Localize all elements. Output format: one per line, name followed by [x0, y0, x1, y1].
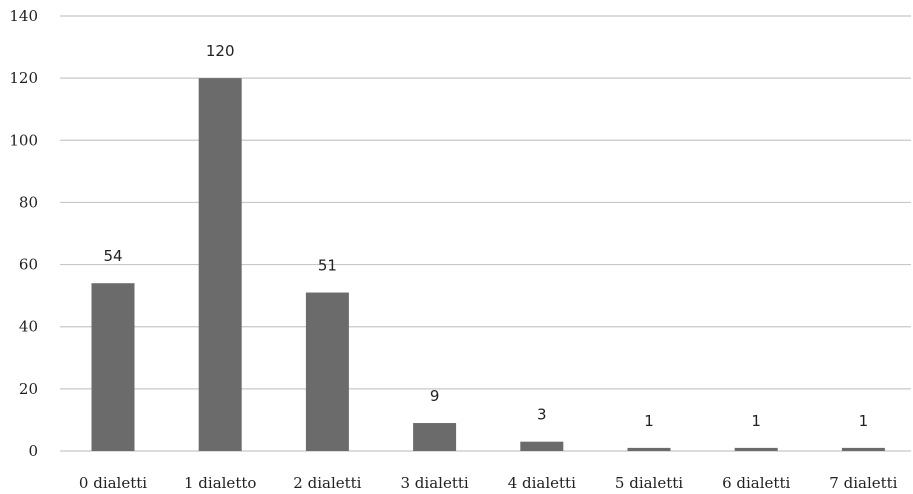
- bar: [413, 423, 457, 451]
- bar: [520, 441, 564, 451]
- data-label: 54: [103, 247, 122, 265]
- data-label: 3: [537, 406, 547, 424]
- data-label: 51: [318, 257, 337, 275]
- data-labels: 54 120 51 9 3 1 1 1: [103, 42, 868, 430]
- y-tick-label: 120: [9, 69, 38, 87]
- x-category-label: 2 dialetti: [293, 474, 361, 492]
- x-category-label: 5 dialetti: [615, 474, 683, 492]
- y-tick-label: 100: [9, 131, 38, 149]
- bars: [91, 78, 885, 452]
- data-label: 1: [859, 412, 869, 430]
- x-category-label: 1 dialetto: [184, 474, 256, 492]
- gridlines: [60, 15, 911, 452]
- x-category-label: 6 dialetti: [722, 474, 790, 492]
- bar: [305, 292, 349, 451]
- y-tick-label: 0: [28, 442, 38, 460]
- y-axis-ticks: 0 20 40 60 80 100 120 140: [9, 7, 38, 460]
- x-category-label: 7 dialetti: [829, 474, 897, 492]
- x-category-label: 0 dialetti: [79, 474, 147, 492]
- x-category-label: 3 dialetti: [401, 474, 469, 492]
- bar: [198, 78, 242, 452]
- y-tick-label: 40: [19, 318, 38, 336]
- x-axis-categories: 0 dialetti 1 dialetto 2 dialetti 3 dialetti…: [79, 474, 898, 492]
- data-label: 9: [430, 387, 440, 405]
- data-label: 1: [751, 412, 761, 430]
- data-label: 1: [644, 412, 654, 430]
- y-tick-label: 80: [19, 193, 38, 211]
- bar: [91, 283, 135, 451]
- y-tick-label: 60: [19, 256, 38, 274]
- bar: [734, 447, 778, 451]
- data-label: 120: [206, 42, 235, 60]
- y-tick-label: 140: [9, 7, 38, 25]
- y-tick-label: 20: [19, 380, 38, 398]
- bar: [841, 447, 885, 451]
- x-category-label: 4 dialetti: [508, 474, 576, 492]
- bar: [627, 447, 671, 451]
